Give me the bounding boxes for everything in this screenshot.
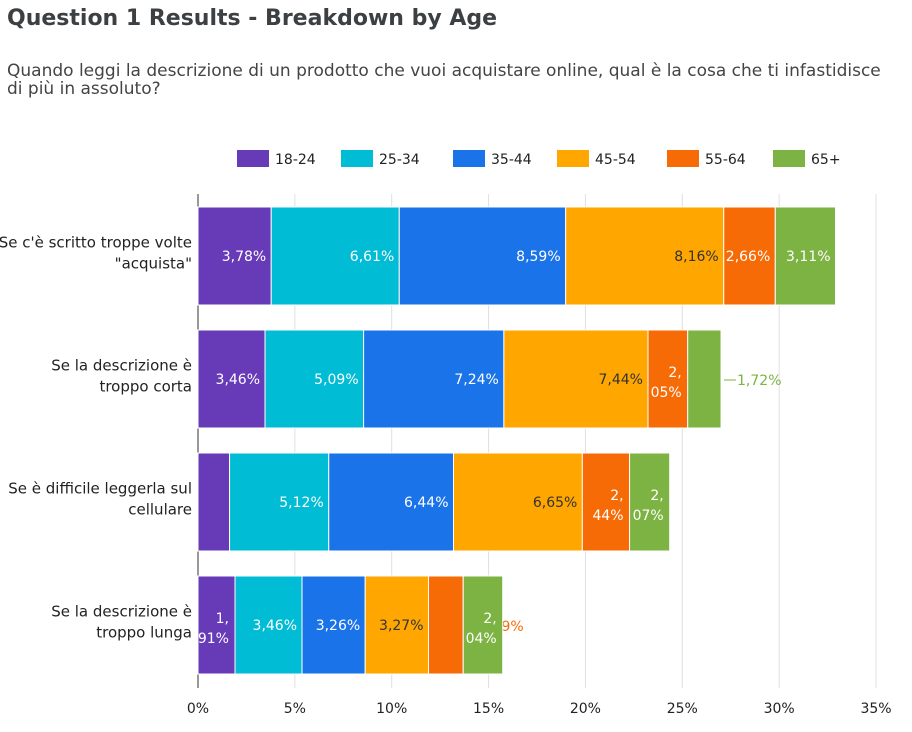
bar-segment-35-44 — [398, 206, 567, 306]
chart-title: Question 1 Results - Breakdown by Age — [7, 6, 498, 31]
bar-segment-35-44 — [363, 329, 505, 429]
category-label: "acquista" — [115, 255, 192, 273]
category-label: troppo corta — [99, 378, 192, 396]
data-label: 3,11% — [786, 249, 830, 265]
legend-swatch-45-54 — [557, 150, 589, 167]
bar-segment-25-34 — [264, 329, 365, 429]
bar-segment-45-54 — [453, 452, 583, 552]
data-label: 1, — [216, 611, 229, 627]
bar-segment-65+ — [687, 329, 722, 429]
data-label: 6,44% — [404, 495, 448, 511]
category-label: troppo lunga — [96, 624, 192, 642]
legend-swatch-55-64 — [667, 150, 699, 167]
data-label: 07% — [633, 508, 664, 524]
legend-swatch-35-44 — [453, 150, 485, 167]
bar-segment-55-64 — [428, 575, 464, 675]
x-tick-label: 25% — [667, 701, 698, 717]
category-label: Se è difficile leggerla sul — [8, 480, 192, 498]
x-tick-label: 5% — [284, 701, 306, 717]
data-label: 8,59% — [516, 249, 560, 265]
data-label: 2, — [610, 488, 623, 504]
x-tick-label: 10% — [376, 701, 407, 717]
bar-segment-25-34 — [234, 575, 303, 675]
data-label: 7,44% — [599, 372, 643, 388]
bar-segment-25-34 — [229, 452, 330, 552]
data-label: 3,26% — [316, 618, 360, 634]
legend-swatch-25-34 — [341, 150, 373, 167]
data-label: 2, — [650, 488, 663, 504]
data-label: 3,78% — [222, 249, 266, 265]
legend-label-65+: 65+ — [811, 152, 841, 168]
x-tick-label: 35% — [860, 701, 891, 717]
data-label: 8,16% — [674, 249, 718, 265]
data-label: 2, — [668, 365, 681, 381]
legend-swatch-65+ — [773, 150, 805, 167]
data-label: 2,66% — [726, 249, 770, 265]
legend-label-35-44: 35-44 — [491, 152, 532, 168]
data-label: 05% — [651, 385, 682, 401]
data-label: 3,46% — [253, 618, 297, 634]
bar-segment-45-54 — [565, 206, 725, 306]
data-label: 7,24% — [454, 372, 498, 388]
chart-subtitle: Quando leggi la descrizione di un prodot… — [7, 61, 881, 99]
bar-segment-55-64 — [647, 329, 689, 429]
data-label: 5,09% — [314, 372, 358, 388]
bar-segment-18-24 — [197, 452, 231, 552]
legend-label-25-34: 25-34 — [379, 152, 420, 168]
data-label: 04% — [466, 631, 497, 647]
bar-segment-65+ — [774, 206, 837, 306]
data-label: 6,61% — [350, 249, 394, 265]
x-tick-label: 15% — [473, 701, 504, 717]
bar-segment-35-44 — [301, 575, 366, 675]
legend-swatch-18-24 — [237, 150, 269, 167]
bar-segment-45-54 — [364, 575, 430, 675]
category-label: Se la descrizione è — [51, 603, 192, 621]
data-label: 91% — [198, 631, 229, 647]
data-label: 1,72% — [737, 373, 781, 389]
category-label: Se la descrizione è — [51, 357, 192, 375]
bar-segment-65+ — [629, 452, 671, 552]
x-tick-label: 30% — [764, 701, 795, 717]
category-label: cellulare — [128, 501, 192, 519]
bar-segment-55-64 — [581, 452, 631, 552]
data-label: 44% — [592, 508, 623, 524]
legend-label-18-24: 18-24 — [275, 152, 316, 168]
data-label: 5,12% — [279, 495, 323, 511]
data-label: 6,65% — [533, 495, 577, 511]
x-tick-label: 0% — [187, 701, 209, 717]
bar-segment-55-64 — [723, 206, 776, 306]
x-tick-label: 20% — [570, 701, 601, 717]
bar-segment-65+ — [462, 575, 504, 675]
legend-label-45-54: 45-54 — [595, 152, 636, 168]
bar-segment-35-44 — [328, 452, 455, 552]
bar-segment-45-54 — [503, 329, 649, 429]
bar-segment-18-24 — [197, 206, 272, 306]
bar-segment-18-24 — [197, 329, 266, 429]
legend-label-55-64: 55-64 — [705, 152, 746, 168]
bar-segment-25-34 — [270, 206, 400, 306]
category-label: Se c'è scritto troppe volte — [0, 234, 192, 252]
data-label: 3,46% — [216, 372, 260, 388]
data-label: 3,27% — [379, 618, 423, 634]
data-label: 2, — [483, 611, 496, 627]
bar-segment-18-24 — [197, 575, 236, 675]
